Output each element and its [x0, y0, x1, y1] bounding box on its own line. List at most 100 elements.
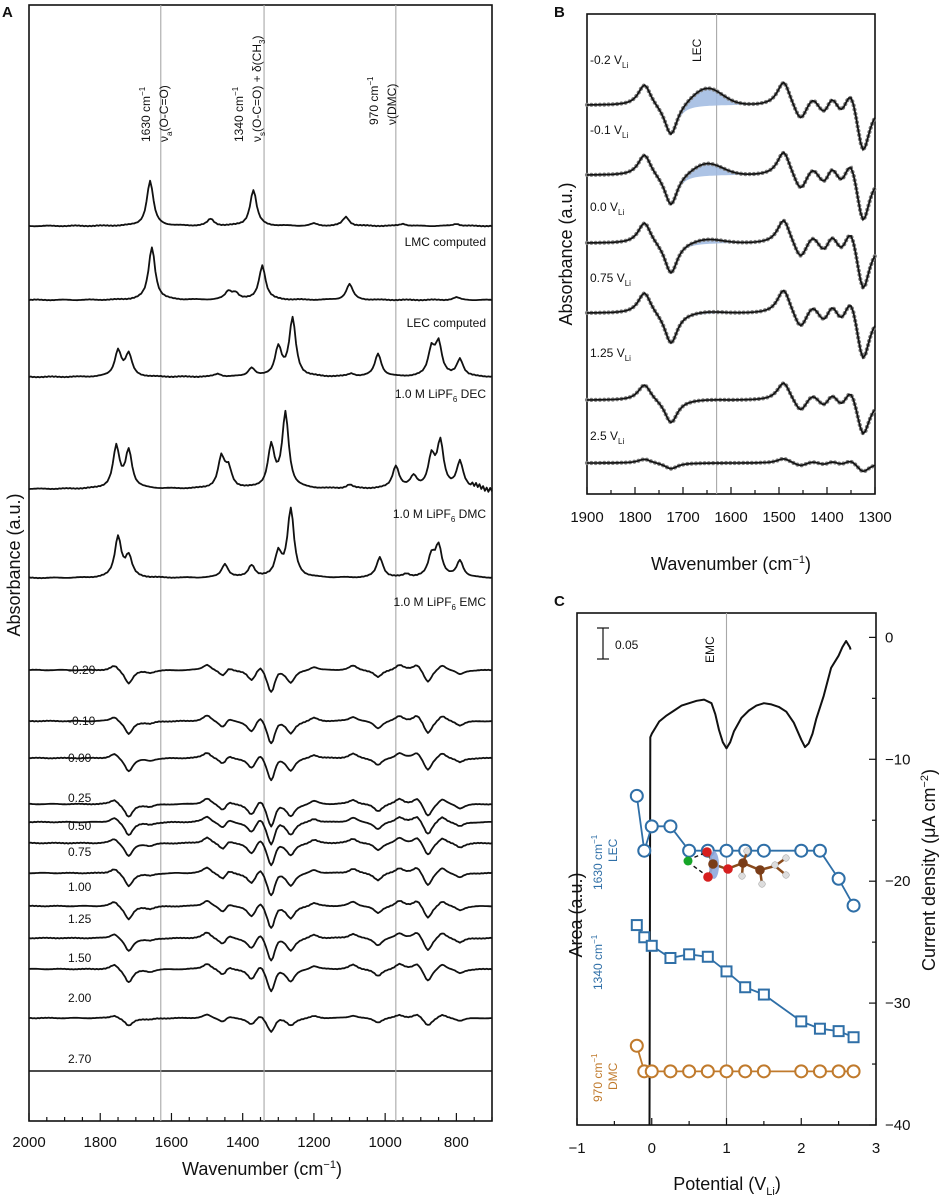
series-marker-1 — [644, 819, 659, 834]
measured-points-5 — [584, 380, 878, 437]
series-label-1340: 1340 cm−1 — [590, 934, 605, 990]
h-atom-2 — [738, 872, 746, 880]
reference-spectrum-3 — [28, 315, 493, 379]
panel-c-ylabel-right-sup: −2 — [919, 775, 931, 788]
panel-c-x-tick-label: 1 — [722, 1140, 730, 1157]
panel-b-tick-label: 1700 — [666, 509, 699, 526]
series-label-1340-sup: −1 — [590, 934, 599, 944]
panel-c-ylabel-right-main: Current density (μA cm — [919, 788, 939, 971]
h-atom-3 — [758, 880, 766, 888]
panel-c-y-tick-label: −20 — [885, 873, 910, 890]
panel-b-series-label-6: 2.5 VLi — [590, 429, 624, 446]
lec-component-area — [666, 239, 748, 274]
lec-component-area — [666, 88, 748, 136]
annotation-1340-line2-end: (O-C=O) + δ(CH — [250, 44, 264, 132]
fit-curve-3 — [587, 219, 876, 290]
c-atom-2 — [738, 858, 748, 868]
measured-points-3 — [584, 217, 878, 292]
series-marker-3 — [629, 1038, 644, 1053]
series-marker-2 — [757, 988, 770, 1001]
panel-a-xlabel-end: ) — [336, 1159, 342, 1179]
panel-b-tick-label: 1300 — [858, 509, 891, 526]
series-label-1340-name: 1340 cm — [591, 944, 605, 990]
measured-points-6 — [584, 456, 878, 474]
series-marker-1 — [846, 898, 861, 913]
panel-b-series-label-4: 0.75 VLi — [590, 271, 631, 288]
series-marker-2 — [630, 919, 643, 932]
series-marker-2 — [645, 939, 658, 952]
c-atom-3 — [755, 865, 765, 875]
potential-spectrum--0.20 — [28, 663, 493, 693]
panel-c-x-tick-label: 0 — [648, 1140, 656, 1157]
panel-a-tick-label: 1400 — [226, 1134, 259, 1151]
series-marker-1 — [794, 843, 809, 858]
svg-text:1340 cm−1: 1340 cm−1 — [231, 86, 246, 142]
series-marker-3 — [846, 1064, 861, 1079]
panel-a-ylabel: Absorbance (a.u.) — [4, 493, 24, 636]
panel-c-ylabel-right-end: ) — [919, 769, 939, 775]
c-atom-1 — [708, 859, 718, 869]
series-marker-1 — [756, 843, 771, 858]
annotation-1630-line1-sup: −1 — [138, 86, 147, 96]
series-marker-1 — [637, 843, 652, 858]
panel-c-xlabel-main: Potential (V — [673, 1174, 766, 1194]
series-label-1630-sup: −1 — [590, 834, 599, 844]
panel-c-y-tick-label: −30 — [885, 995, 910, 1012]
potential-spectrum--0.10 — [28, 714, 492, 745]
svg-text:1630 cm−1: 1630 cm−1 — [138, 86, 153, 142]
panel-b-series-label-3: 0.0 VLi — [590, 200, 624, 217]
fit-curve-4 — [587, 289, 876, 360]
annotation-1630-line2-end: (O-C=O) — [157, 85, 171, 131]
reference-spectrum-1 — [28, 179, 493, 228]
panel-c-x-tick-label: 3 — [872, 1140, 880, 1157]
fit-curve-5 — [587, 382, 876, 435]
reference-spectrum-label-5: 1.0 M LiPF6 EMC — [394, 595, 487, 612]
panel-c-x-tick-label: −1 — [568, 1140, 585, 1157]
annotation-1630: 1630 cm−1 νa(O-C=O) — [138, 85, 174, 142]
potential-label-1.00: 1.00 — [68, 880, 92, 894]
potential-label-0.75: 0.75 — [68, 845, 92, 859]
series-marker-2 — [683, 948, 696, 961]
annotation-1340-line2: ν — [250, 136, 264, 142]
potential-label-1.25: 1.25 — [68, 912, 92, 926]
potential-label-0.00: 0.00 — [68, 751, 92, 765]
annotation-1630-line2: ν — [157, 136, 171, 142]
panel-a-xlabel: Wavenumber (cm−1) — [182, 1159, 342, 1179]
h-atom-4 — [782, 854, 790, 862]
panel-b-reference-label: LEC — [690, 38, 704, 62]
series-marker-3 — [794, 1064, 809, 1079]
panel-b-xlabel: Wavenumber (cm−1) — [651, 554, 811, 574]
panel-b-series-label-1: -0.2 VLi — [590, 53, 628, 70]
series-marker-1 — [812, 843, 827, 858]
potential-spectrum-2.70 — [28, 1013, 492, 1033]
panel-a-frame — [28, 4, 493, 1122]
reference-spectrum-label-4: 1.0 M LiPF6 DMC — [393, 507, 486, 524]
series-marker-1 — [682, 843, 697, 858]
series-marker-3 — [663, 1064, 678, 1079]
potential-spectrum-0.75 — [28, 836, 493, 867]
h-atom-1 — [743, 847, 751, 855]
panel-c: −1 0 1 2 30−10−20−30−40 0.05 EMC — [566, 612, 939, 1198]
o-atom-3 — [723, 864, 733, 874]
o-atom-1 — [702, 847, 712, 857]
panel-a-tick-label: 1000 — [368, 1134, 401, 1151]
panel-b-xlabel-main: Wavenumber (cm — [651, 554, 792, 574]
potential-label-2.00: 2.00 — [68, 991, 92, 1005]
series-marker-2 — [847, 1031, 860, 1044]
series-label-lec: LEC — [606, 838, 620, 862]
panel-b-frame — [586, 13, 876, 495]
series-marker-2 — [795, 1015, 808, 1028]
annotation-970-line2: ν(DMC) — [385, 84, 399, 125]
panel-b-series-label-5: 1.25 VLi — [590, 346, 631, 363]
reference-spectrum-label-3: 1.0 M LiPF6 DEC — [395, 387, 486, 404]
svg-text:νa(O-C=O): νa(O-C=O) — [157, 85, 174, 142]
measured-points-1 — [584, 79, 878, 154]
panel-c-ylabel-right: Current density (μA cm−2) — [919, 769, 939, 971]
panel-label-c: C — [554, 593, 565, 610]
panel-label-b: B — [554, 4, 565, 21]
panel-c-ylabel-left: Area (a.u.) — [566, 872, 586, 957]
series-marker-2 — [638, 931, 651, 944]
reference-spectrum-label-1: LMC computed — [405, 235, 486, 249]
potential-spectrum-0.50 — [28, 815, 492, 846]
series-marker-3 — [738, 1064, 753, 1079]
